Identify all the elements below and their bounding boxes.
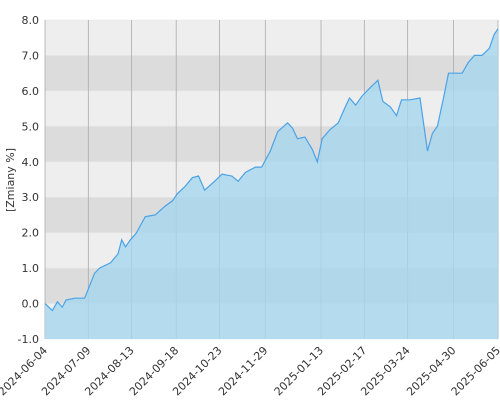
grid-band — [45, 90, 498, 127]
y-tick-label: 2.0 — [22, 227, 40, 240]
y-tick-label: 5.0 — [22, 120, 40, 133]
y-tick-label: 1.0 — [22, 262, 40, 275]
y-tick-label: 3.0 — [22, 191, 40, 204]
area — [45, 28, 498, 340]
line — [44, 28, 499, 312]
y-tick-label: 4.0 — [22, 156, 40, 169]
y-tick-label: -1.0 — [18, 333, 39, 346]
y-tick-label: 6.0 — [22, 85, 40, 98]
y-axis-label: [Zmiany %] — [4, 148, 17, 212]
x-tick-label: 2024-11-29 — [216, 344, 270, 398]
grid-band — [45, 20, 498, 56]
y-tick-label: 0.0 — [22, 298, 40, 311]
y-tick-label: 7.0 — [22, 49, 40, 62]
y-tick-label: 8.0 — [22, 14, 40, 27]
grid-band — [45, 55, 498, 91]
